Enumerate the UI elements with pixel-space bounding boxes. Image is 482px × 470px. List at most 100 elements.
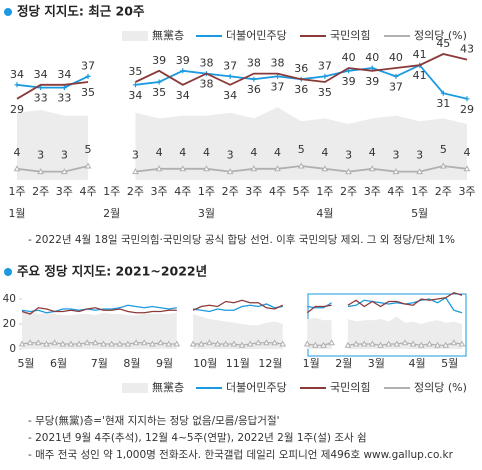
x-tick-label: 11월 [226,357,250,370]
marker [222,340,230,347]
data-label: 37 [318,59,332,72]
data-label: 39 [152,54,166,67]
marker [13,165,21,172]
data-label: 34 [10,68,24,81]
marker [140,339,148,346]
marker [230,340,238,347]
marker [246,340,254,347]
y-tick-label: 0 [9,343,16,355]
title-bullet [4,8,12,16]
x-tick-label: 3주 [56,185,73,198]
y-tick-label: 20 [3,318,16,330]
marker [173,340,181,347]
marker [180,68,186,74]
data-label: 35 [152,86,166,99]
marker [226,168,234,175]
marker [297,162,305,169]
legend-label: 無黨층 [152,380,184,394]
marker [132,339,140,346]
data-label: 41 [413,48,427,61]
data-label: 34 [176,89,190,102]
data-label: 39 [176,54,190,67]
x-tick-label: 1월 [303,357,320,370]
marker [450,339,458,346]
line [21,342,463,346]
marker [458,340,466,347]
x-tick-label: 5월 [441,357,458,370]
marker [179,165,187,172]
data-label: 4 [274,146,281,159]
x-tick-label: 2주 [340,185,357,198]
marker [352,340,360,347]
marker [26,339,34,346]
data-label: 38 [247,57,261,70]
data-label: 4 [156,146,163,159]
data-label: 35 [81,86,95,99]
x-tick-label: 10월 [193,357,217,370]
marker [346,68,352,74]
data-label: 4 [369,146,376,159]
data-label: 4 [14,146,21,159]
marker [344,341,352,348]
data-label: 39 [342,75,356,88]
legend-label: 정의당 (%) [414,381,467,394]
marker [417,341,425,348]
data-label: 34 [223,89,237,102]
footnote: - 2021년 9월 4주(추석), 12월 4~5주(연말), 2022년 2… [28,432,367,444]
data-label: 36 [247,83,261,96]
footnote: - 무당(無黨)층='현재 지지하는 정당 없음/모름/응답거절' [28,414,280,427]
data-label: 29 [10,103,24,116]
data-label: 37 [223,59,237,72]
title-bullet [4,268,12,276]
legend-label: 無黨층 [152,28,184,42]
legend-label: 더불어민주당 [226,29,287,42]
data-label: 37 [389,80,403,93]
marker [38,85,44,91]
data-label: 39 [365,75,379,88]
data-label: 37 [271,80,285,93]
data-label: 38 [199,57,213,70]
marker [463,165,471,172]
data-label: 33 [34,92,48,105]
x-tick-label: 8월 [123,357,140,370]
marker [206,339,213,346]
marker [132,82,138,88]
month-label: 4월 [316,207,333,220]
x-tick-label: 3주 [364,185,381,198]
x-tick-label: 12월 [258,357,282,370]
marker [108,340,115,347]
marker [214,340,221,347]
marker [91,339,99,346]
x-tick-label: 2월 [335,357,352,370]
marker [34,339,42,346]
marker [132,168,139,175]
line [21,292,463,315]
marker [360,340,368,347]
marker [426,340,433,347]
marker [320,341,327,348]
data-label: 43 [460,43,474,56]
marker [61,168,68,175]
marker [250,165,258,172]
x-tick-label: 1주 [316,185,333,198]
data-label: 38 [271,57,285,70]
marker [439,162,447,169]
marker [227,73,233,79]
marker [385,340,393,347]
marker [254,339,262,346]
marker [369,340,376,347]
marker [189,340,197,347]
marker [84,162,92,169]
marker [116,340,124,347]
data-label: 4 [321,146,328,159]
data-label: 34 [57,68,71,81]
marker [328,339,335,346]
month-label: 2월 [103,207,120,220]
x-tick-label: 7월 [91,357,108,370]
marker [393,73,399,79]
marker [149,340,156,347]
marker [345,168,352,175]
legend-swatch [122,31,148,41]
marker [275,73,281,79]
